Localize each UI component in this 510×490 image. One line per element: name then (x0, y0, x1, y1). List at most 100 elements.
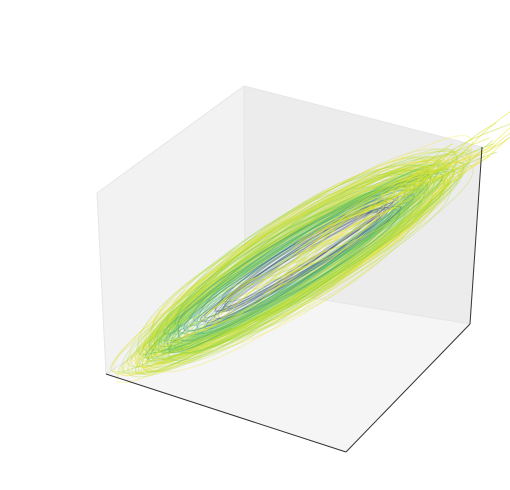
trajectory-line (173, 168, 455, 354)
trajectory-line (332, 163, 439, 240)
trajectory-line (154, 164, 442, 351)
trajectory-line (403, 147, 470, 189)
trajectory-line (113, 167, 424, 376)
trajectory-line (440, 138, 508, 184)
trajectory-line (185, 265, 287, 341)
trajectory-line (153, 156, 447, 349)
trajectory-line (158, 191, 397, 348)
trajectory-line (161, 183, 428, 354)
trajectory-line (163, 203, 388, 350)
trajectory-line (178, 176, 449, 349)
trajectory-line (160, 188, 405, 351)
trajectory-line (147, 185, 421, 362)
trajectory-line (166, 150, 458, 345)
trajectory-line (402, 123, 510, 193)
trajectory-line (184, 165, 455, 342)
trajectory-line (145, 193, 409, 359)
trajectory-line (127, 169, 449, 378)
trajectory-line (265, 223, 367, 284)
trajectory-line (262, 203, 405, 295)
trajectory-line (439, 111, 510, 171)
trajectory-line (167, 179, 424, 351)
trajectory-line (147, 148, 449, 350)
trajectory-line (138, 148, 458, 360)
trajectory-line (146, 162, 474, 372)
trajectory-line (155, 152, 469, 359)
trajectory-line (152, 309, 227, 349)
trajectory-line (152, 196, 399, 354)
trajectory-line (387, 137, 490, 200)
trajectory-line (185, 250, 326, 336)
trajectory-line (158, 177, 437, 354)
trajectory-bundle (110, 111, 510, 384)
trajectory-line (168, 173, 425, 342)
trajectory-line (304, 172, 425, 252)
trajectory-line (143, 174, 408, 355)
x-axis-line (105, 373, 347, 453)
trajectory-line (142, 149, 455, 351)
trajectory-line (148, 165, 425, 348)
trajectory-line (156, 163, 439, 341)
trajectory-line (161, 179, 446, 360)
trajectory-line (151, 166, 431, 352)
trajectory-line (126, 157, 440, 368)
trajectory-line (216, 238, 340, 326)
trajectory-line (166, 154, 458, 347)
trajectory-line (273, 235, 365, 281)
trajectory-line (415, 126, 510, 186)
trajectory-line (122, 159, 444, 375)
trajectory-line (174, 168, 456, 354)
trajectory-line (277, 199, 408, 288)
trajectory-line (169, 182, 427, 348)
trajectory-line (164, 170, 433, 341)
trajectory-line (174, 151, 471, 351)
trajectory-line (153, 170, 443, 360)
trajectory-line (268, 206, 397, 294)
trajectory-line (130, 171, 429, 368)
trajectory-line (140, 135, 473, 349)
trajectory-line (196, 173, 444, 335)
trajectory-line (166, 202, 395, 348)
trajectory-line (148, 181, 418, 356)
trajectory-line (166, 166, 445, 356)
trajectory-line (136, 181, 419, 368)
trajectory-line (173, 156, 456, 337)
trajectory-line (159, 162, 446, 345)
trajectory-line (136, 172, 412, 356)
trajectory-line (273, 172, 424, 267)
trajectory-line (150, 159, 463, 363)
trajectory-line (152, 155, 446, 351)
trajectory-line (138, 166, 432, 363)
trajectory-line (144, 170, 423, 361)
z-axis-line (469, 146, 483, 325)
trajectory-line (167, 163, 435, 338)
trajectory-line (180, 170, 460, 354)
trajectory-line (122, 167, 451, 377)
trajectory-line (134, 158, 450, 368)
trajectory-line (134, 165, 439, 365)
trajectory-line (404, 165, 467, 204)
trajectory-line (176, 169, 446, 342)
trajectory-line (143, 157, 429, 350)
trajectory-line (148, 184, 416, 354)
trajectory-line (142, 150, 465, 358)
trajectory-line (137, 188, 430, 374)
trajectory-line (147, 185, 434, 368)
trajectory-line (154, 188, 426, 361)
trajectory-line (152, 176, 436, 355)
trajectory-line (222, 197, 374, 293)
trajectory-line (150, 189, 425, 360)
trajectory-line (161, 170, 450, 357)
trajectory-line (110, 165, 430, 373)
trajectory-line (151, 168, 430, 342)
trajectory-line (141, 174, 452, 373)
trajectory-line (141, 177, 447, 372)
trajectory-line (128, 168, 440, 373)
trajectory-line (150, 181, 415, 353)
trajectory-line (145, 154, 468, 365)
trajectory-line (111, 156, 436, 375)
trajectory-line (129, 164, 449, 373)
trajectory-line (187, 168, 453, 348)
